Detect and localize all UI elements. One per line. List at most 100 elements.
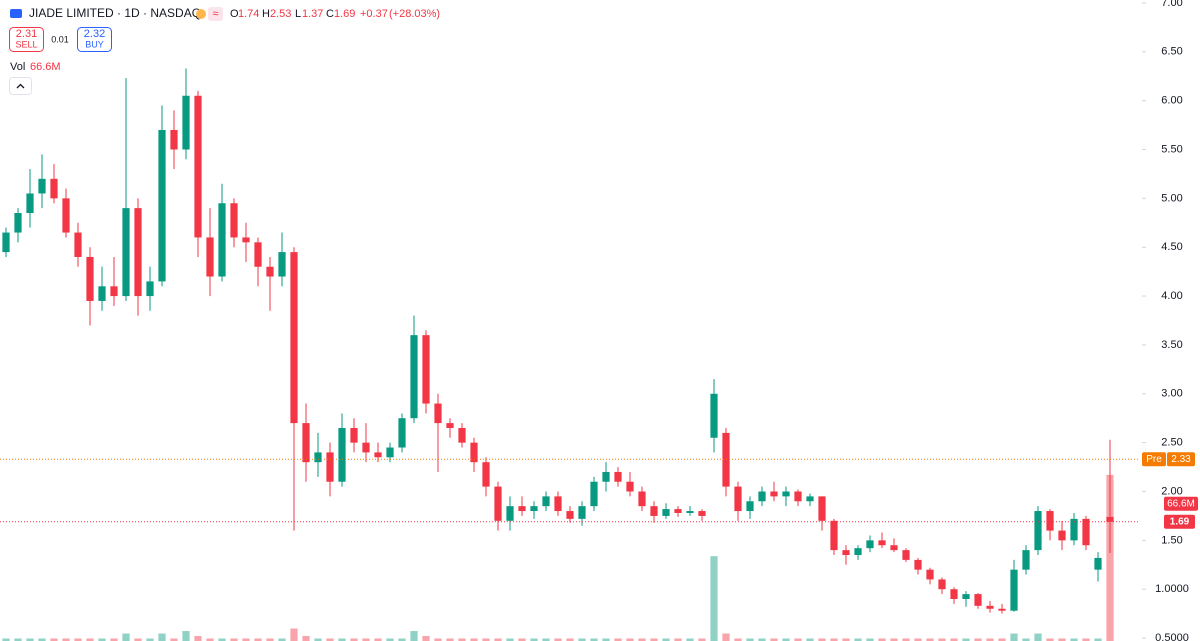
- y-tick-label: 6.00: [1161, 95, 1182, 107]
- volume-bar: [1082, 638, 1090, 641]
- legend-open: 1.74: [238, 8, 259, 20]
- candle-body: [1094, 557, 1102, 570]
- volume-bar: [866, 638, 874, 641]
- candle-body: [98, 286, 106, 301]
- candle-body: [674, 509, 682, 513]
- volume-bar: [542, 638, 550, 641]
- volume-bar: [170, 638, 178, 641]
- volume-bar: [722, 633, 730, 641]
- volume-bar: [122, 633, 130, 641]
- candle-body: [878, 540, 886, 546]
- candle-body: [698, 511, 706, 516]
- volume-bar: [350, 638, 358, 641]
- legend-close-label: C: [326, 8, 334, 20]
- legend-high-label: H: [262, 8, 270, 20]
- symbol-title: JIADE LIMITED · 1D · NASDAQ: [29, 6, 201, 20]
- volume-bar: [578, 638, 586, 641]
- volume-bar: [1094, 638, 1102, 641]
- candle-body: [470, 442, 478, 463]
- volume-bar: [998, 638, 1006, 641]
- volume-bar: [1058, 638, 1066, 641]
- candle-body: [14, 213, 22, 233]
- volume-bar: [902, 638, 910, 641]
- pre-market-label: Pre: [1146, 454, 1162, 465]
- collapse-box[interactable]: [9, 77, 32, 95]
- sell-box[interactable]: [9, 27, 44, 52]
- last-price-label: 1.69: [1170, 516, 1190, 527]
- candle-body: [710, 393, 718, 438]
- candle-body: [374, 452, 382, 458]
- candle-body: [206, 237, 214, 277]
- volume-bar: [146, 638, 154, 641]
- pre-market-price-tag: [1167, 452, 1195, 467]
- y-tick-label: 5.00: [1161, 192, 1182, 204]
- candle-body: [494, 486, 502, 521]
- volume-bar: [38, 638, 46, 641]
- volume-bar: [2, 638, 10, 641]
- volume-bar: [1106, 474, 1114, 641]
- candle-body: [410, 335, 418, 419]
- collapse-button[interactable]: [9, 77, 32, 95]
- volume-bar: [818, 638, 826, 641]
- candle-body: [902, 550, 910, 560]
- volume-bar: [830, 638, 838, 641]
- volume-bar: [602, 638, 610, 641]
- candle-body: [602, 471, 610, 482]
- sell-button[interactable]: 2.31 SELL: [9, 27, 44, 52]
- candle-body: [302, 423, 310, 463]
- volume-bar: [794, 638, 802, 641]
- y-tick-label: 4.50: [1161, 241, 1182, 253]
- y-tick-label: 3.50: [1161, 339, 1182, 351]
- buy-button[interactable]: 2.32 BUY: [77, 27, 112, 52]
- sell-label[interactable]: SELL: [15, 39, 37, 49]
- volume-bar: [302, 636, 310, 641]
- volume-bar: [386, 638, 394, 641]
- candle-body: [950, 589, 958, 599]
- sell-price[interactable]: 2.31: [16, 28, 37, 40]
- candle-body: [230, 203, 238, 238]
- volume-bar: [986, 638, 994, 641]
- volume-bar: [158, 633, 166, 641]
- volume-bar: [530, 638, 538, 641]
- volume-bar: [278, 638, 286, 641]
- volume-value: 66.6M: [30, 61, 61, 73]
- volume-tag: [1164, 496, 1198, 511]
- candle-body: [890, 545, 898, 551]
- volume-title: Vol: [10, 61, 25, 73]
- volume-bar: [374, 638, 382, 641]
- status-icon-glyph: ≈: [212, 8, 218, 20]
- volume-bar: [290, 628, 298, 641]
- y-tick-label: 6.50: [1161, 46, 1182, 58]
- volume-bar: [98, 638, 106, 641]
- volume-bar: [554, 638, 562, 641]
- candle-body: [1034, 511, 1042, 551]
- volume-bar: [134, 638, 142, 641]
- candle-body: [182, 95, 190, 150]
- volume-bar: [1034, 633, 1042, 641]
- spread: 0.01: [51, 34, 69, 44]
- buy-box[interactable]: [77, 27, 112, 52]
- legend-change-pct: (+28.03%): [389, 8, 440, 20]
- candle-body: [650, 506, 658, 516]
- candle-body: [314, 452, 322, 463]
- candle-body: [62, 198, 70, 233]
- volume-bar: [854, 638, 862, 641]
- legend-low: 1.37: [302, 8, 323, 20]
- buy-price[interactable]: 2.32: [84, 28, 105, 40]
- candle-body: [278, 252, 286, 277]
- buy-label[interactable]: BUY: [85, 39, 104, 49]
- volume-bar: [194, 636, 202, 641]
- volume-bar: [950, 638, 958, 641]
- candle-body: [926, 569, 934, 580]
- candle-body: [866, 540, 874, 549]
- candle-body: [482, 462, 490, 487]
- collapse-chevron[interactable]: [16, 83, 25, 89]
- legend-change: +0.37: [360, 8, 388, 20]
- candle-body: [146, 281, 154, 297]
- volume-bar: [494, 638, 502, 641]
- volume-bar: [218, 638, 226, 641]
- overlay: JIADE LIMITED · 1D · NASDAQ ≈ O 1.74 H 2…: [9, 6, 440, 95]
- volume-bar: [638, 638, 646, 641]
